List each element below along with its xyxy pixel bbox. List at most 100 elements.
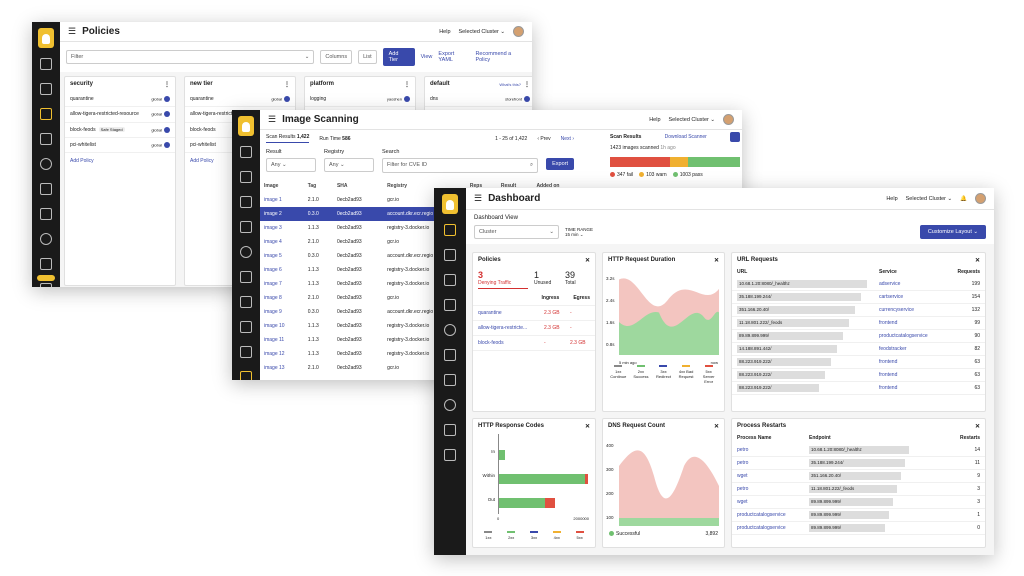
service-link[interactable]: frontend	[879, 372, 898, 378]
shield-icon[interactable]	[40, 233, 52, 245]
shield-icon[interactable]	[444, 399, 456, 411]
more-icon[interactable]: ⋮	[524, 82, 530, 88]
menu-icon[interactable]: ☰	[68, 26, 77, 36]
policy-item[interactable]: dns storefront	[425, 92, 532, 108]
url-row[interactable]: 35.188.199.244/cartservice 154	[732, 291, 985, 304]
clipboard-icon[interactable]	[444, 374, 456, 386]
policy-item[interactable]: block-feods Safe Staged global	[65, 123, 175, 138]
add-policy-button[interactable]: Add Policy	[190, 158, 214, 165]
service-link[interactable]: productcatalogservice	[879, 333, 928, 339]
more-icon[interactable]: ⋮	[164, 82, 170, 88]
cluster-select[interactable]: Cluster ⌄	[474, 225, 559, 239]
policy-row[interactable]: quarantine 2.3 GB -	[473, 306, 595, 321]
list-button[interactable]: List	[358, 50, 377, 64]
url-row[interactable]: 88.223.919.222/frontend 63	[732, 369, 985, 382]
next-button[interactable]: Next ›	[560, 135, 574, 142]
policy-item[interactable]: allow-tigera-restricted-resource global	[65, 107, 175, 123]
policies-icon[interactable]	[240, 196, 252, 208]
bell-icon[interactable]: 🔔	[960, 195, 967, 202]
avatar[interactable]	[723, 114, 734, 125]
home-icon[interactable]	[444, 224, 456, 236]
policy-name[interactable]: quarantine	[478, 310, 502, 316]
service-link[interactable]: cartservice	[879, 294, 904, 300]
nodes-icon[interactable]	[444, 349, 456, 361]
table-row[interactable]: image 10 1.1.3 0ecb2ad93 registry-3.docker.…	[260, 319, 580, 333]
process-name[interactable]: productcatalogservice	[737, 512, 786, 518]
close-icon[interactable]: ✕	[584, 424, 590, 430]
url-row[interactable]: 351.166.20.40/currencyservice 132	[732, 304, 985, 317]
more-icon[interactable]: ⋮	[284, 82, 290, 88]
url-row[interactable]: 14.188.891.442/feodstracker 82	[732, 343, 985, 356]
add-tier-button[interactable]: Add Tier	[382, 48, 415, 66]
tools-icon[interactable]	[444, 299, 456, 311]
home-icon[interactable]	[40, 58, 52, 70]
chart-icon[interactable]	[40, 258, 52, 270]
clipboard-icon[interactable]	[240, 296, 252, 308]
trend-icon[interactable]	[444, 449, 456, 461]
export-button[interactable]: Export	[546, 158, 574, 170]
filter-select[interactable]: Filter ⌄	[66, 50, 315, 64]
column-header[interactable]: Registry	[387, 183, 408, 189]
url-row[interactable]: 10.68.1.20:8080/_healthz adservice 199	[732, 278, 985, 291]
network-icon[interactable]	[240, 246, 252, 258]
registry-select[interactable]: Any ⌄	[324, 158, 374, 172]
topology-icon[interactable]	[444, 249, 456, 261]
export-yaml-link[interactable]: Export YAML	[438, 51, 455, 63]
table-row[interactable]: image 5 0.3.0 0ecb2ad93 account.dkr.ecr.reg…	[260, 249, 580, 263]
column-header[interactable]: Result	[500, 183, 517, 189]
policy-item[interactable]: pci-whitelist global	[65, 138, 175, 154]
policy-item[interactable]: quarantine global	[65, 92, 175, 108]
process-name[interactable]: petro	[737, 486, 749, 492]
cluster-selector[interactable]: Selected Cluster ⌄	[458, 28, 506, 35]
close-icon[interactable]: ✕	[713, 424, 719, 430]
policy-name[interactable]: allow-tigera-restricte...	[478, 325, 528, 331]
cve-search-input[interactable]: Filter for CVE ID ⌕	[382, 158, 539, 173]
cluster-selector[interactable]: Selected Cluster ⌄	[668, 116, 716, 123]
close-icon[interactable]: ✕	[974, 424, 980, 430]
avatar[interactable]	[975, 193, 986, 204]
table-row[interactable]: image 4 2.1.0 0ecb2ad93 gcr.io	[260, 235, 580, 249]
column-header[interactable]: Image	[264, 183, 279, 189]
topology-icon[interactable]	[40, 83, 52, 95]
topology-icon[interactable]	[240, 171, 252, 183]
column-header[interactable]: Added on	[536, 183, 560, 189]
nodes-icon[interactable]	[40, 183, 52, 195]
download-scanner-link[interactable]: Download Scanner	[664, 134, 707, 140]
process-row[interactable]: wget 89.89.899.999/3	[732, 496, 985, 509]
process-name[interactable]: petro	[737, 447, 749, 453]
policies-icon[interactable]	[444, 274, 456, 286]
policy-item[interactable]: quarantine global	[185, 92, 295, 108]
table-row[interactable]: image 12 1.1.3 0ecb2ad93 registry-3.docker.…	[260, 347, 580, 361]
network-icon[interactable]	[40, 158, 52, 170]
table-row[interactable]: image 3 1.1.3 0ecb2ad93 registry-3.docker.i…	[260, 221, 580, 235]
process-name[interactable]: productcatalogservice	[737, 525, 786, 531]
trend-icon[interactable]	[240, 346, 252, 358]
nodes-icon[interactable]	[240, 271, 252, 283]
help-link[interactable]: Help	[439, 28, 451, 35]
process-name[interactable]: wget	[737, 499, 748, 505]
result-select[interactable]: Any ⌄	[266, 158, 316, 172]
image-scanning-icon[interactable]	[240, 371, 252, 380]
tab-scan-results[interactable]: Scan Results 1,422	[266, 134, 310, 143]
add-policy-button[interactable]: Add Policy	[70, 158, 94, 165]
help-link[interactable]: Help	[649, 116, 661, 123]
column-header[interactable]: Tag	[307, 183, 317, 189]
toggle-switch[interactable]	[37, 275, 55, 281]
process-row[interactable]: petro 10.68.1.20:8080/_healthz 14	[732, 444, 985, 457]
table-row[interactable]: image 8 2.1.0 0ecb2ad93 gcr.io	[260, 291, 580, 305]
policy-row[interactable]: allow-tigera-restricte... 2.3 GB -	[473, 321, 595, 336]
whats-this-link[interactable]: What's this?	[499, 82, 521, 87]
more-icon[interactable]: ⋮	[404, 82, 410, 88]
trend-icon[interactable]	[40, 283, 52, 287]
process-row[interactable]: petro 35.188.199.244/11	[732, 457, 985, 470]
network-icon[interactable]	[444, 324, 456, 336]
columns-button[interactable]: Columns	[320, 50, 353, 64]
table-row[interactable]: image 7 1.1.3 0ecb2ad93 registry-3.docker.i…	[260, 277, 580, 291]
url-row[interactable]: 88.223.919.222/frontend 63	[732, 382, 985, 395]
table-row[interactable]: image 13 2.1.0 0ecb2ad93 gcr.io	[260, 361, 580, 375]
tools-icon[interactable]	[240, 221, 252, 233]
help-link[interactable]: Help	[886, 195, 898, 202]
table-row[interactable]: image 11 1.1.3 0ecb2ad93 registry-3.docker.…	[260, 333, 580, 347]
close-icon[interactable]: ✕	[974, 258, 980, 264]
chart-icon[interactable]	[444, 424, 456, 436]
